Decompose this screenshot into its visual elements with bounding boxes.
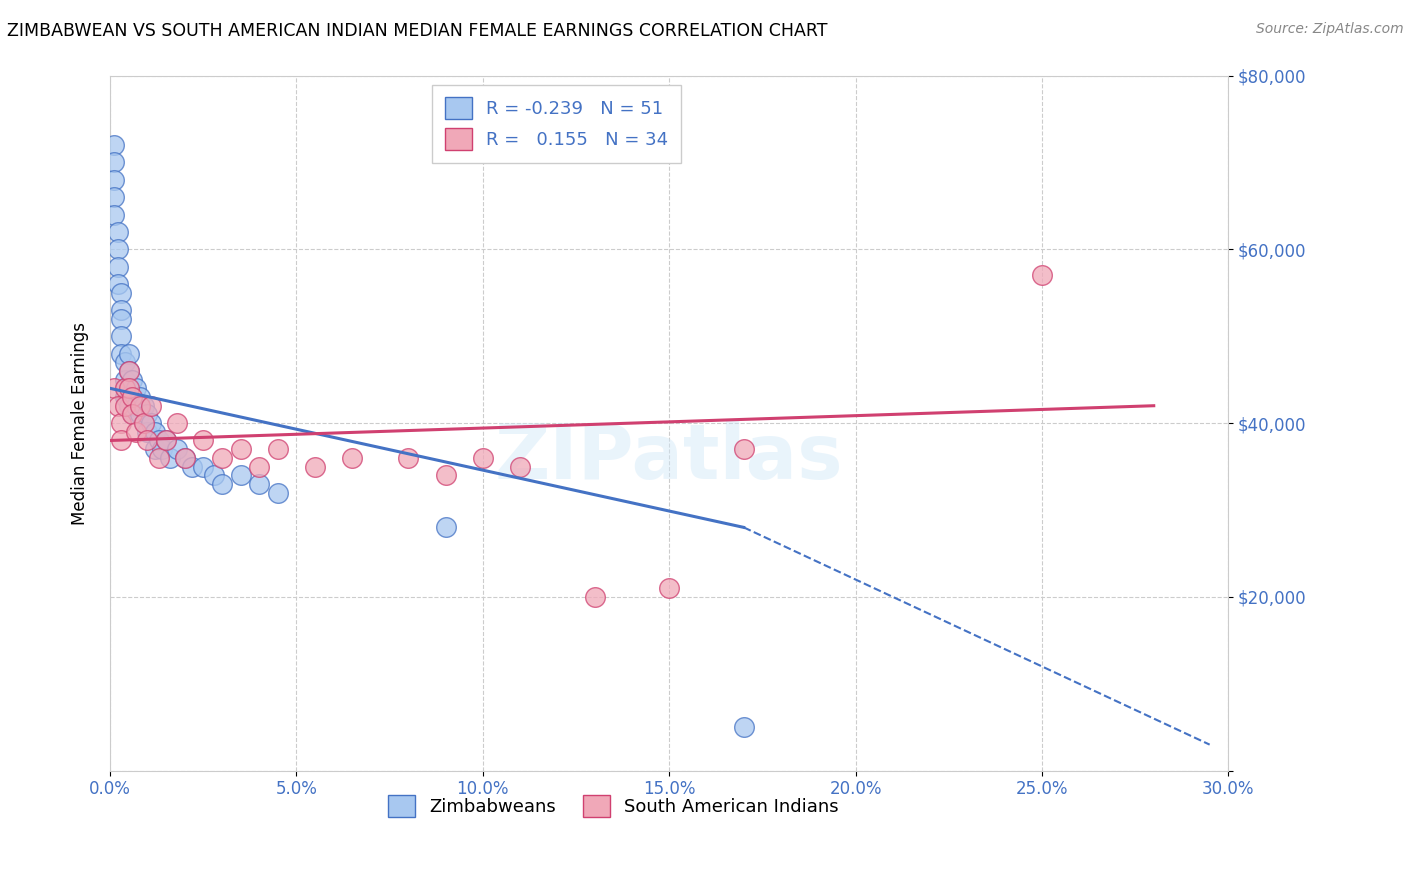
Point [166, 416, 188, 430]
Point [136, 425, 159, 439]
Text: ZIMBABWEAN VS SOUTH AMERICAN INDIAN MEDIAN FEMALE EARNINGS CORRELATION CHART: ZIMBABWEAN VS SOUTH AMERICAN INDIAN MEDI… [7, 22, 828, 40]
Point [132, 416, 155, 430]
Point [110, 329, 132, 343]
Text: ZIPatlas: ZIPatlas [495, 421, 844, 495]
Legend: Zimbabweans, South American Indians: Zimbabweans, South American Indians [380, 788, 846, 824]
Point [114, 399, 136, 413]
Point [118, 381, 141, 395]
Point [155, 434, 177, 448]
Point [121, 408, 143, 422]
Point [583, 590, 606, 604]
Point [118, 346, 141, 360]
Point [148, 450, 170, 465]
Point [107, 225, 129, 239]
Text: Source: ZipAtlas.com: Source: ZipAtlas.com [1256, 22, 1403, 37]
Point [733, 720, 755, 734]
Point [173, 450, 195, 465]
Point [114, 381, 136, 395]
Point [110, 416, 132, 430]
Y-axis label: Median Female Earnings: Median Female Earnings [72, 322, 89, 524]
Point [107, 399, 129, 413]
Point [114, 381, 136, 395]
Point [143, 442, 166, 457]
Point [247, 477, 270, 491]
Point [658, 581, 681, 595]
Point [181, 459, 204, 474]
Point [733, 442, 755, 457]
Point [132, 416, 155, 430]
Point [107, 242, 129, 256]
Point [132, 399, 155, 413]
Point [193, 434, 215, 448]
Point [125, 381, 148, 395]
Point [118, 399, 141, 413]
Point [118, 381, 141, 395]
Point [150, 442, 173, 457]
Point [229, 468, 252, 483]
Point [434, 520, 457, 534]
Point [103, 381, 125, 395]
Point [211, 477, 233, 491]
Point [114, 355, 136, 369]
Point [118, 364, 141, 378]
Point [128, 399, 150, 413]
Point [136, 434, 159, 448]
Point [128, 390, 150, 404]
Point [107, 277, 129, 291]
Point [118, 364, 141, 378]
Point [471, 450, 494, 465]
Point [110, 311, 132, 326]
Point [204, 468, 226, 483]
Point [110, 303, 132, 318]
Point [121, 408, 143, 422]
Point [304, 459, 326, 474]
Point [267, 442, 290, 457]
Point [121, 390, 143, 404]
Point [103, 208, 125, 222]
Point [110, 346, 132, 360]
Point [139, 399, 162, 413]
Point [509, 459, 531, 474]
Point [103, 173, 125, 187]
Point [148, 434, 170, 448]
Point [229, 442, 252, 457]
Point [125, 425, 148, 439]
Point [136, 408, 159, 422]
Point [121, 373, 143, 387]
Point [247, 459, 270, 474]
Point [121, 390, 143, 404]
Point [143, 425, 166, 439]
Point [107, 260, 129, 274]
Point [166, 442, 188, 457]
Point [114, 390, 136, 404]
Point [155, 434, 177, 448]
Point [396, 450, 419, 465]
Point [103, 190, 125, 204]
Point [103, 138, 125, 153]
Point [139, 416, 162, 430]
Point [193, 459, 215, 474]
Point [342, 450, 364, 465]
Point [128, 408, 150, 422]
Point [110, 285, 132, 300]
Point [267, 485, 290, 500]
Point [103, 155, 125, 169]
Point [1031, 268, 1053, 283]
Point [110, 434, 132, 448]
Point [434, 468, 457, 483]
Point [125, 399, 148, 413]
Point [159, 450, 181, 465]
Point [173, 450, 195, 465]
Point [114, 373, 136, 387]
Point [211, 450, 233, 465]
